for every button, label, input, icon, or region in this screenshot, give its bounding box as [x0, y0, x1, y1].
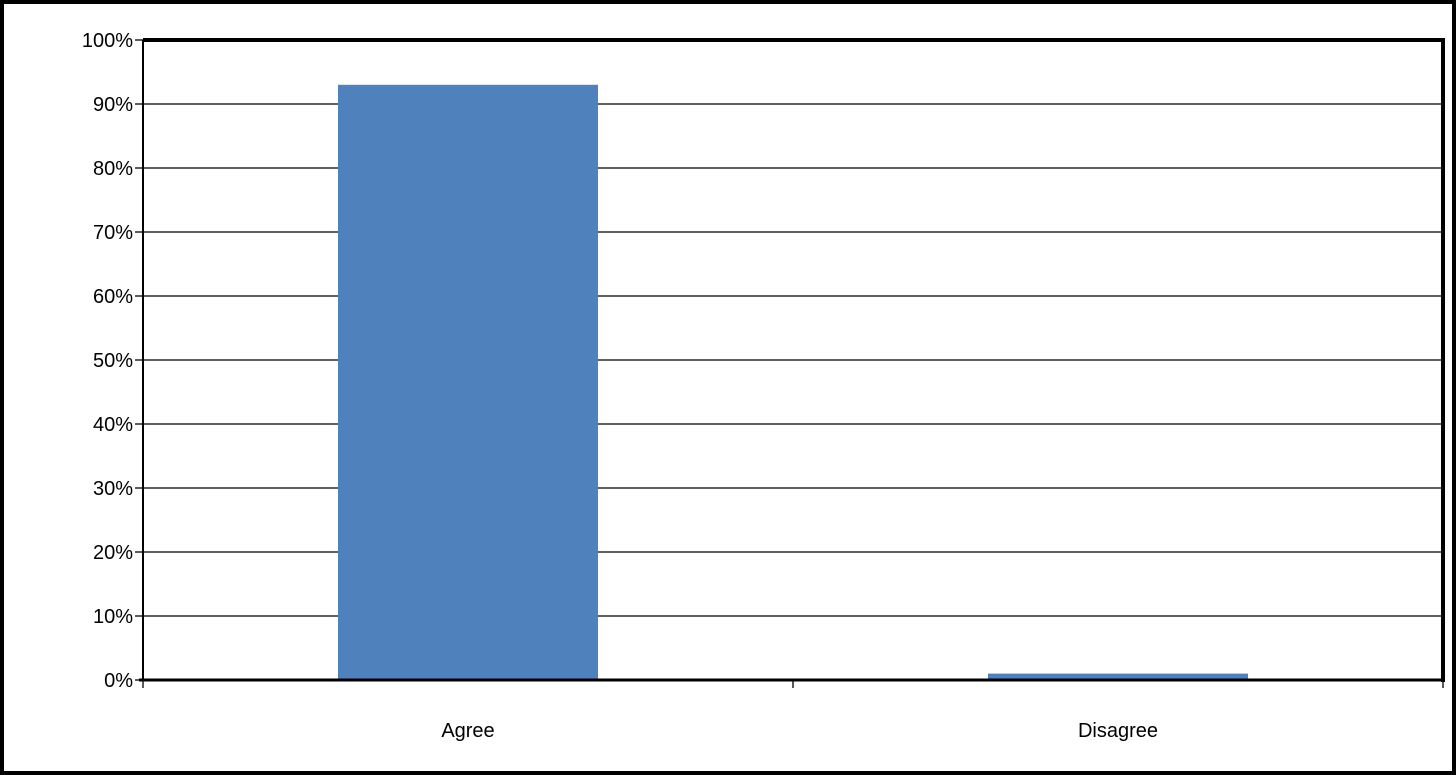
- y-tick-label: 30%: [93, 478, 133, 500]
- y-tick-label: 50%: [93, 350, 133, 372]
- bars: [338, 84, 1248, 681]
- bar-agree: [338, 84, 598, 681]
- y-tick-label: 100%: [82, 30, 133, 52]
- y-tick-label: 60%: [93, 286, 133, 308]
- y-tick-label: 70%: [93, 222, 133, 244]
- y-tick-label: 90%: [93, 94, 133, 116]
- y-tick-label: 10%: [93, 606, 133, 628]
- x-axis-tick-labels: Agree Disagree: [441, 720, 1158, 742]
- axes: [135, 38, 1445, 688]
- y-tick-label: 20%: [93, 542, 133, 564]
- y-tick-label: 40%: [93, 414, 133, 436]
- y-axis-tick-labels: 0% 10% 20% 30% 40% 50% 60% 70% 80% 90% 100%: [82, 30, 133, 692]
- y-tick-label: 0%: [104, 670, 133, 692]
- x-tick-label-disagree: Disagree: [1078, 720, 1158, 742]
- y-tick-label: 80%: [93, 158, 133, 180]
- bar-disagree: [988, 673, 1248, 680]
- x-tick-label-agree: Agree: [441, 720, 494, 742]
